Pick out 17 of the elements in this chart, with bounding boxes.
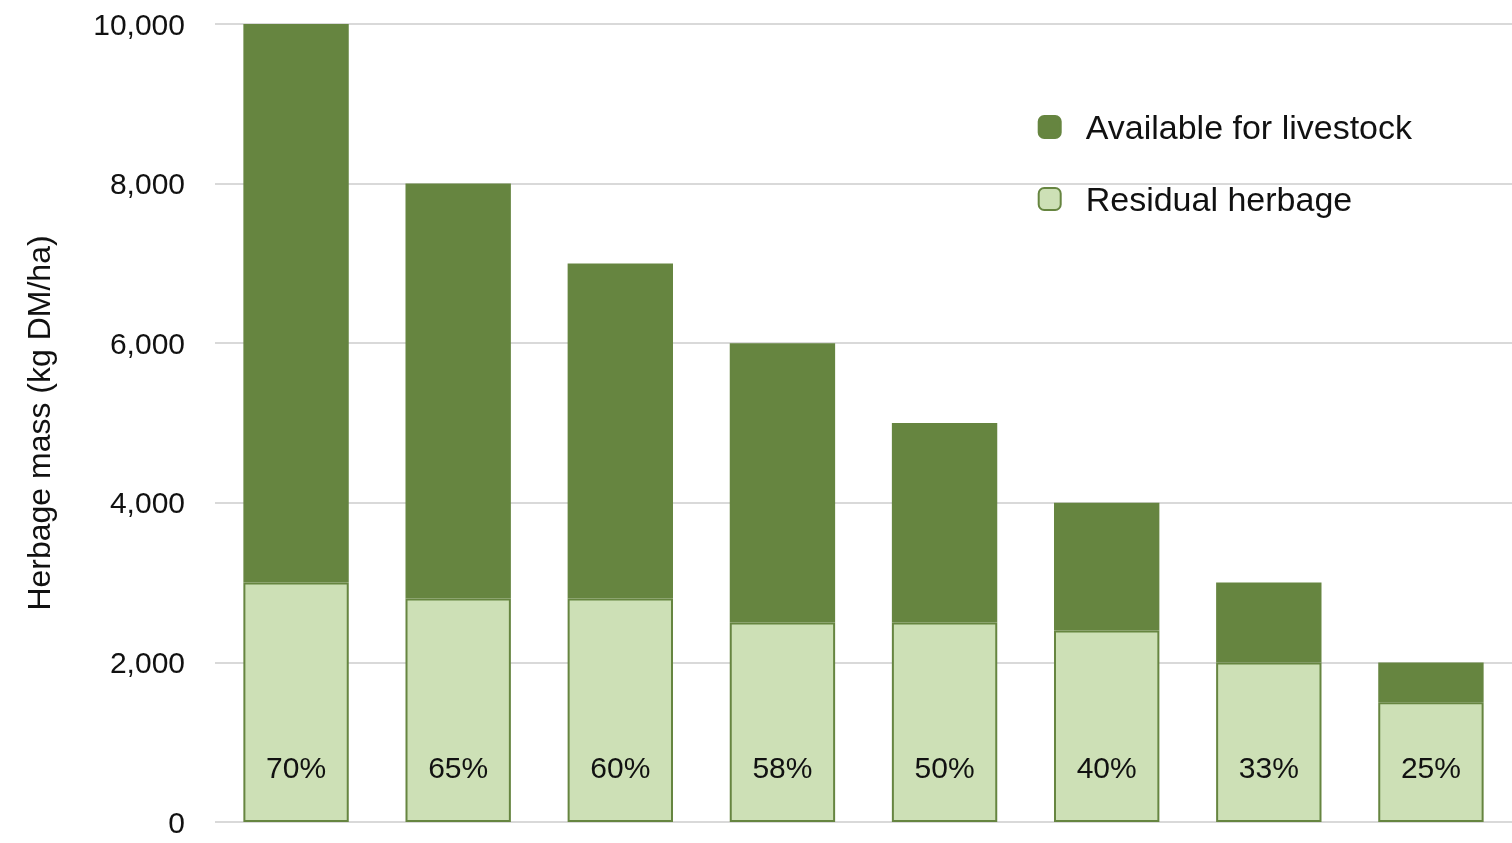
annotation: 65%	[428, 750, 489, 784]
annotation: 40%	[1076, 750, 1137, 784]
annotation: 60%	[590, 750, 651, 784]
legend-label: Residual herbage	[1085, 180, 1353, 218]
annotation: 33%	[1238, 750, 1299, 784]
legend-label: Available for livestock	[1085, 108, 1413, 146]
annotation: 70%	[266, 750, 327, 784]
annotation: 25%	[1400, 750, 1461, 784]
y-tick-label: 2,000	[109, 645, 185, 679]
y-tick-label: 8,000	[109, 167, 185, 201]
annotation: 50%	[914, 750, 975, 784]
y-tick-label: 10,000	[93, 7, 185, 41]
y-tick-label: 4,000	[109, 486, 185, 520]
y-tick-label: 0	[168, 805, 185, 839]
y-tick-label: 6,000	[109, 326, 185, 360]
y-axis-title: Herbage mass (kg DM/ha)	[21, 235, 57, 611]
annotation: 58%	[752, 750, 813, 784]
